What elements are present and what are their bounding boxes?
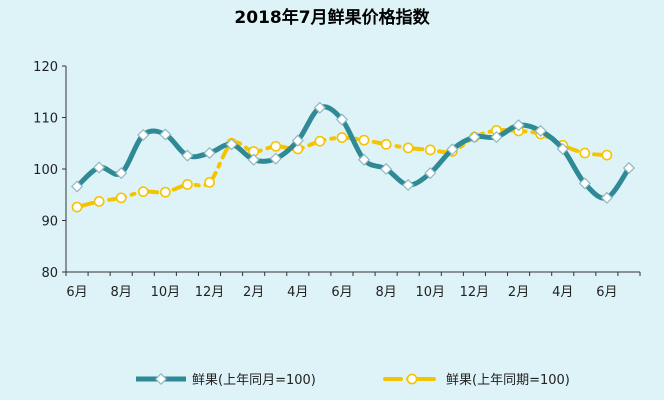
series-point-same-period <box>137 186 149 198</box>
series-point-same-period <box>402 142 414 154</box>
x-tick-label: 10月 <box>151 285 181 300</box>
series-point-same-month <box>468 131 481 144</box>
series-point-same-period <box>204 176 215 188</box>
series-point-same-period <box>380 138 392 150</box>
x-tick-label: 6月 <box>66 285 87 300</box>
x-tick-label: 12月 <box>195 285 225 300</box>
x-tick-label: 8月 <box>111 285 132 300</box>
series-point-same-month <box>335 113 349 126</box>
series-point-same-month <box>357 153 371 166</box>
series-point-same-period <box>601 149 613 161</box>
legend-marker-same-period <box>406 373 418 385</box>
series-point-same-month <box>622 161 636 175</box>
legend: 鲜果(上年同月=100) 鲜果(上年同期=100) <box>136 372 570 388</box>
series-point-same-month <box>70 180 84 193</box>
axes: 80 90 100 110 120 6月 8月 10月 12月 2月 4月 6月 8月 10月 12月 2月 4… <box>33 60 641 300</box>
series-layer <box>70 101 636 213</box>
series-point-same-period <box>270 140 282 152</box>
series-point-same-month <box>490 131 503 144</box>
series-point-same-period <box>182 179 193 190</box>
x-tick-label: 10月 <box>415 285 445 300</box>
x-tick-label: 4月 <box>552 285 573 300</box>
series-point-same-month <box>578 177 591 190</box>
series-point-same-month <box>556 142 569 155</box>
series-point-same-period <box>314 135 326 147</box>
legend-label-same-period: 鲜果(上年同期=100) <box>446 373 570 388</box>
series-point-same-month <box>93 161 106 174</box>
series-point-same-month <box>181 149 194 162</box>
series-point-same-period <box>579 147 591 159</box>
series-point-same-period <box>336 132 348 143</box>
series-point-same-month <box>424 167 437 180</box>
x-tick-label: 6月 <box>596 285 617 300</box>
series-point-same-month <box>402 178 415 192</box>
series-point-same-month <box>380 162 393 176</box>
x-tick-label: 2月 <box>508 285 529 300</box>
series-line-same-month <box>75 104 632 201</box>
series-point-same-month <box>225 138 238 151</box>
y-tick-label: 120 <box>33 60 58 75</box>
series-point-same-month <box>247 153 260 166</box>
series-point-same-month <box>291 134 304 147</box>
series-point-same-period <box>424 144 436 156</box>
series-point-same-month <box>600 191 613 204</box>
series-point-same-month <box>512 119 525 132</box>
series-point-same-month <box>446 143 459 156</box>
series-point-same-period <box>159 186 171 198</box>
series-point-same-month <box>313 101 326 114</box>
series-point-same-month <box>159 128 172 141</box>
x-tick-label: 2月 <box>243 285 264 300</box>
series-point-same-month <box>115 167 128 180</box>
x-tick-label: 4月 <box>287 285 308 300</box>
chart-title: 2018年7月鲜果价格指数 <box>234 7 430 28</box>
y-tick-label: 110 <box>33 112 58 127</box>
series-point-same-period <box>358 134 370 146</box>
x-tick-label: 6月 <box>331 285 352 300</box>
y-tick-label: 90 <box>41 215 58 230</box>
series-point-same-month <box>534 124 547 137</box>
series-point-same-month <box>137 128 150 142</box>
legend-label-same-month: 鲜果(上年同月=100) <box>192 373 316 388</box>
x-tick-label: 8月 <box>375 285 396 300</box>
y-tick-label: 100 <box>33 163 58 178</box>
series-point-same-period <box>93 196 105 207</box>
series-point-same-month <box>203 146 216 160</box>
series-point-same-period <box>115 192 127 204</box>
series-point-same-period <box>71 201 83 213</box>
x-tick-label: 12月 <box>460 285 490 300</box>
y-tick-label: 80 <box>41 266 58 281</box>
series-point-same-month <box>269 152 282 165</box>
legend-marker-same-month <box>154 372 168 386</box>
